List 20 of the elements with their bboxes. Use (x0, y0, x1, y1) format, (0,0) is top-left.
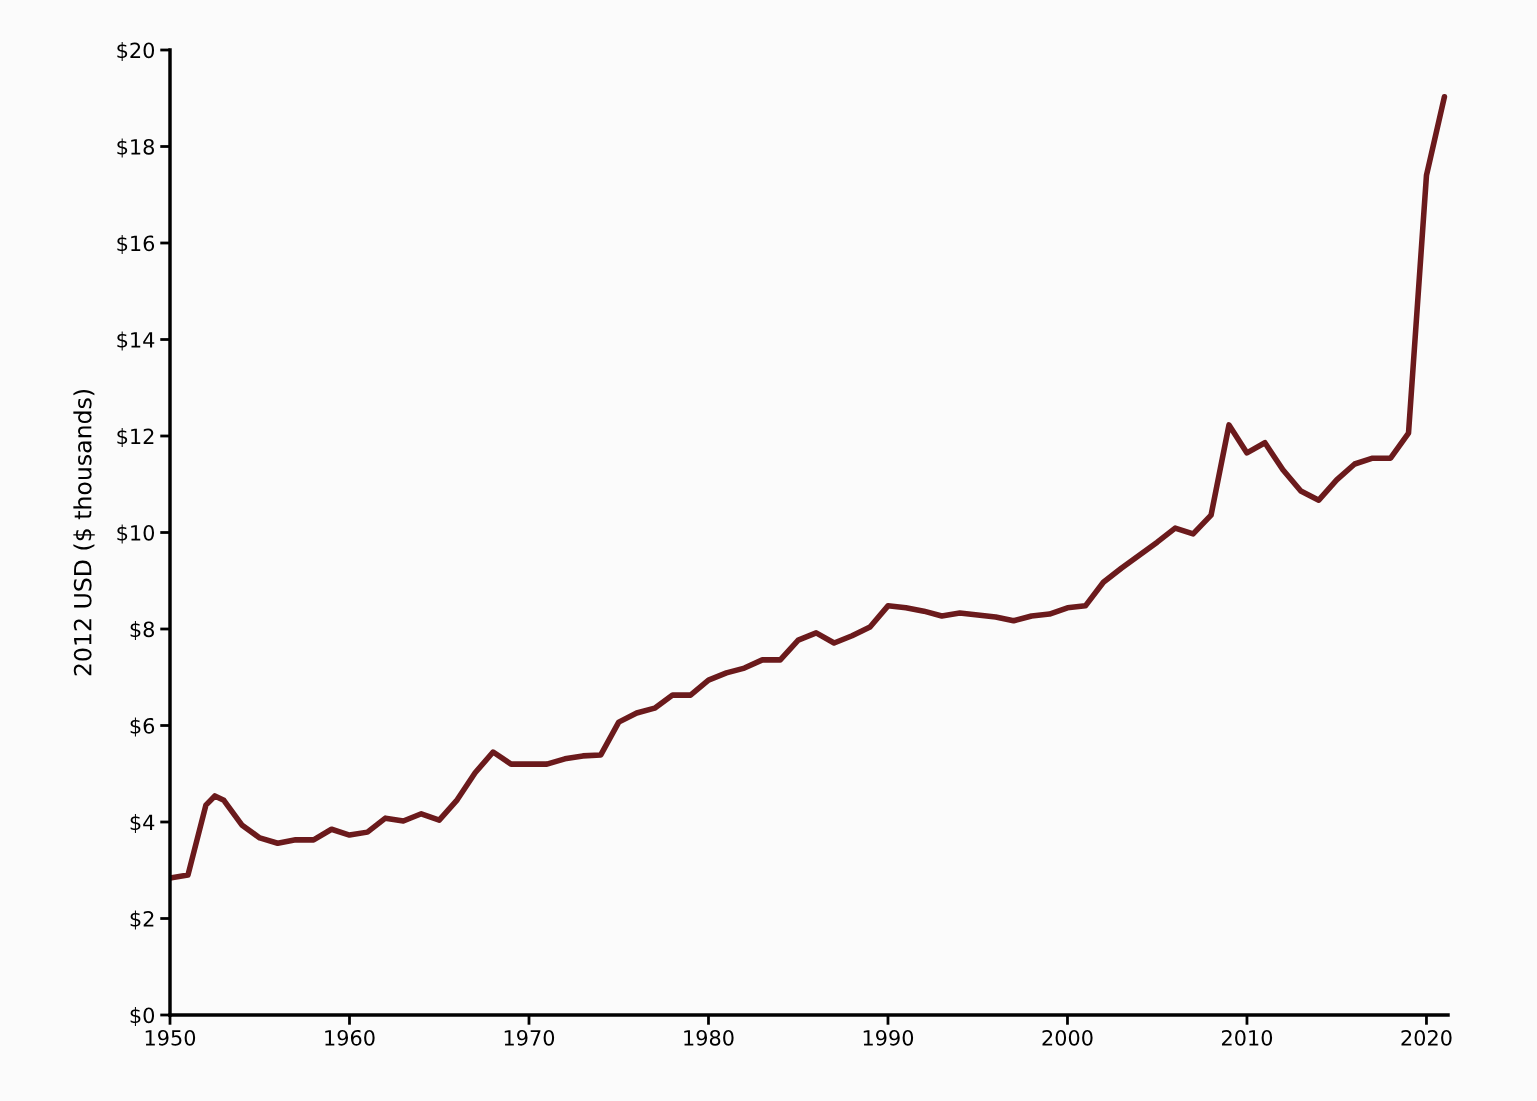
y-axis-title: 2012 USD ($ thousands) (73, 389, 95, 676)
x-tick-label: 2000 (1042, 1029, 1093, 1046)
y-tick-label: $0 (130, 1007, 155, 1026)
y-tick-label: $20 (117, 42, 155, 61)
y-tick-label: $10 (117, 524, 155, 544)
x-tick-label: 2010 (1221, 1029, 1273, 1046)
y-tick-label: $2 (130, 910, 154, 930)
y-tick-label: $14 (117, 331, 155, 351)
y-tick-label: $18 (117, 138, 154, 158)
x-tick-label: 1980 (684, 1029, 734, 1046)
y-tick-label: $8 (130, 621, 154, 640)
x-tick-label: 1990 (863, 1029, 914, 1046)
x-tick-label: 1970 (504, 1029, 555, 1046)
x-tick-label: 1950 (145, 1029, 196, 1046)
y-tick-label: $6 (130, 717, 155, 737)
y-tick-label: $12 (117, 428, 154, 447)
y-tick-label: $4 (130, 814, 155, 833)
y-tick-label: $16 (117, 235, 155, 254)
x-tick-label: 1960 (325, 1029, 375, 1046)
x-tick-label: 2020 (1401, 1029, 1452, 1046)
